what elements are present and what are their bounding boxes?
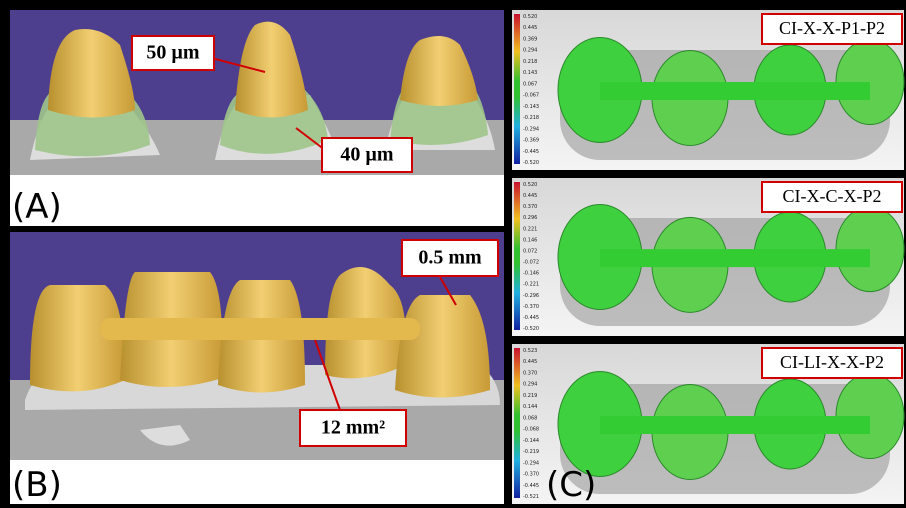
color-scale bbox=[514, 182, 520, 330]
connector bbox=[600, 249, 870, 267]
annotation: 12 mm² bbox=[321, 417, 385, 439]
scale-label: -0.520 bbox=[523, 160, 539, 166]
color-scale bbox=[514, 348, 520, 498]
scale-label: 0.218 bbox=[523, 59, 537, 65]
scale-label: 0.445 bbox=[523, 193, 537, 199]
panel-label: (A) bbox=[12, 187, 62, 227]
scale-label: -0.296 bbox=[523, 293, 539, 299]
scale-label: 0.146 bbox=[523, 237, 537, 243]
scale-label: -0.219 bbox=[523, 449, 539, 455]
scale-label: -0.294 bbox=[523, 460, 539, 466]
scale-label: -0.445 bbox=[523, 149, 539, 155]
scale-label: -0.520 bbox=[523, 326, 539, 332]
scale-label: -0.221 bbox=[523, 282, 539, 288]
scale-label: 0.219 bbox=[523, 393, 537, 399]
scale-label: -0.294 bbox=[523, 126, 539, 132]
panel-label: (B) bbox=[12, 465, 62, 505]
scale-label: 0.067 bbox=[523, 81, 537, 87]
panel-a bbox=[10, 10, 504, 226]
scale-label: 0.520 bbox=[523, 14, 537, 20]
connector bbox=[600, 82, 870, 100]
scale-label: 0.296 bbox=[523, 215, 537, 221]
annotation: 50 µm bbox=[146, 42, 200, 64]
scale-label: 0.369 bbox=[523, 36, 537, 42]
scale-label: 0.370 bbox=[523, 370, 537, 376]
color-scale bbox=[514, 14, 520, 164]
scale-label: 0.523 bbox=[523, 348, 537, 354]
map-title: CI-LI-X-X-P2 bbox=[780, 352, 884, 372]
scale-label: 0.520 bbox=[523, 182, 537, 188]
scale-label: 0.294 bbox=[523, 382, 537, 388]
deviation-map: 0.520 0.445 0.369 0.294 0.218 0.143 0.067 -0.06… bbox=[512, 10, 904, 170]
scale-label: -0.370 bbox=[523, 472, 539, 478]
scale-label: -0.445 bbox=[523, 483, 539, 489]
deviation-map: 0.520 0.445 0.370 0.296 0.221 0.146 0.072 -0.07… bbox=[512, 178, 904, 336]
scale-label: -0.144 bbox=[523, 438, 539, 444]
annotation: 40 µm bbox=[340, 144, 394, 166]
scale-label: -0.072 bbox=[523, 260, 539, 266]
panel-label: (C) bbox=[546, 465, 596, 505]
scale-label: -0.218 bbox=[523, 115, 539, 121]
scale-label: -0.068 bbox=[523, 427, 539, 433]
scale-label: 0.144 bbox=[523, 404, 537, 410]
scale-label: 0.143 bbox=[523, 70, 537, 76]
figure: 50 µm40 µm0.5 mm12 mm²(A)(B)0.5200.4450.… bbox=[0, 0, 906, 508]
map-title: CI-X-C-X-P2 bbox=[783, 186, 882, 206]
scale-label: 0.221 bbox=[523, 226, 537, 232]
annotation: 0.5 mm bbox=[418, 247, 482, 269]
scale-label: -0.146 bbox=[523, 271, 539, 277]
scale-label: -0.143 bbox=[523, 104, 539, 110]
scale-label: -0.445 bbox=[523, 315, 539, 321]
scale-label: 0.294 bbox=[523, 48, 537, 54]
scale-label: -0.370 bbox=[523, 304, 539, 310]
scale-label: 0.370 bbox=[523, 204, 537, 210]
connector bbox=[600, 416, 870, 434]
scale-label: 0.068 bbox=[523, 415, 537, 421]
scale-label: 0.445 bbox=[523, 359, 537, 365]
scale-label: -0.369 bbox=[523, 138, 539, 144]
map-title: CI-X-X-P1-P2 bbox=[779, 18, 885, 38]
scale-label: 0.072 bbox=[523, 248, 537, 254]
scale-label: 0.445 bbox=[523, 25, 537, 31]
scale-label: -0.067 bbox=[523, 93, 539, 99]
scale-label: -0.521 bbox=[523, 494, 539, 500]
